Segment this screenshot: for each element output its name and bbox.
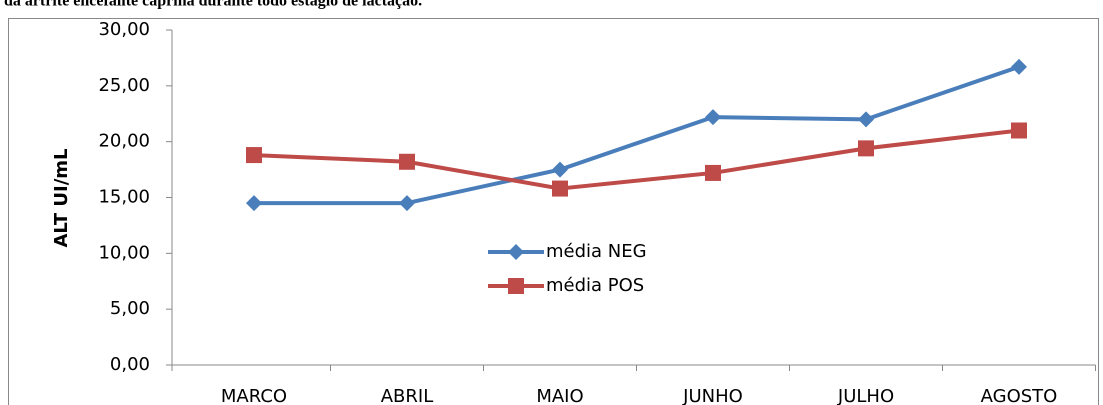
x-tick-label: ABRIL: [381, 386, 434, 405]
x-tick-label: JULHO: [837, 386, 894, 405]
x-tick-label: MAIO: [536, 386, 583, 405]
point: [705, 164, 721, 181]
point: [858, 140, 874, 157]
chart-frame: [8, 18, 1099, 405]
point: [552, 161, 568, 178]
point: [552, 180, 568, 197]
legend-label: média NEG: [546, 241, 647, 262]
series-line: [254, 64, 1020, 206]
y-tick-label: 25,00: [98, 75, 150, 96]
point: [858, 111, 874, 128]
legend-marker: [508, 278, 524, 294]
x-tick-label: JUNHO: [682, 386, 743, 405]
y-tick-label: 15,00: [98, 187, 150, 208]
point: [705, 109, 721, 126]
y-tick-label: 5,00: [110, 298, 150, 319]
x-tick-label: MARCO: [221, 386, 287, 405]
legend-label: média POS: [546, 275, 644, 296]
legend-marker: [508, 244, 524, 260]
y-tick-label: 30,00: [98, 19, 150, 40]
point: [1011, 58, 1027, 75]
y-tick-label: 0,00: [110, 354, 150, 375]
point: [1011, 122, 1027, 139]
x-tick-label: AGOSTO: [981, 386, 1058, 405]
point: [399, 153, 415, 170]
y-tick-label: 20,00: [98, 131, 150, 152]
chart-title: da artrite encefalite caprina durante to…: [4, 0, 422, 10]
point: [399, 195, 415, 212]
series-line: [253, 128, 1020, 191]
y-axis-label: ALT UI/mL: [51, 148, 72, 247]
point: [246, 147, 262, 164]
point: [246, 195, 262, 212]
y-tick-label: 10,00: [98, 242, 150, 263]
